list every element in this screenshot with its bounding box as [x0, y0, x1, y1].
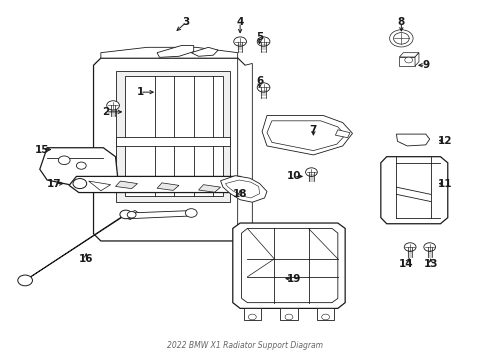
Text: 17: 17: [47, 179, 62, 189]
Circle shape: [127, 212, 136, 218]
Text: 13: 13: [423, 259, 438, 269]
Polygon shape: [94, 58, 245, 241]
Circle shape: [424, 243, 436, 251]
Circle shape: [73, 179, 87, 189]
Polygon shape: [242, 228, 338, 303]
Circle shape: [257, 83, 270, 92]
Polygon shape: [116, 71, 230, 202]
Text: 9: 9: [422, 60, 429, 70]
Polygon shape: [198, 185, 220, 192]
Text: 7: 7: [310, 125, 317, 135]
Text: 18: 18: [233, 189, 247, 199]
Polygon shape: [22, 213, 129, 282]
Polygon shape: [129, 211, 194, 219]
Circle shape: [234, 37, 246, 46]
Polygon shape: [69, 176, 250, 193]
Polygon shape: [238, 58, 252, 241]
Text: 19: 19: [287, 274, 301, 284]
Polygon shape: [101, 47, 238, 58]
Circle shape: [322, 314, 330, 320]
Text: 2022 BMW X1 Radiator Support Diagram: 2022 BMW X1 Radiator Support Diagram: [167, 341, 323, 350]
Circle shape: [393, 33, 409, 44]
Circle shape: [185, 209, 197, 217]
Polygon shape: [335, 130, 350, 138]
Polygon shape: [220, 176, 267, 202]
Polygon shape: [415, 53, 419, 66]
Circle shape: [257, 37, 270, 46]
Polygon shape: [399, 57, 415, 66]
Circle shape: [120, 210, 132, 219]
Polygon shape: [89, 181, 111, 191]
Polygon shape: [244, 309, 261, 320]
Text: 16: 16: [79, 254, 94, 264]
Polygon shape: [157, 45, 194, 57]
Polygon shape: [267, 121, 345, 150]
Polygon shape: [122, 211, 140, 220]
Polygon shape: [233, 223, 345, 309]
Text: 10: 10: [287, 171, 301, 181]
Circle shape: [285, 314, 293, 320]
Circle shape: [76, 162, 86, 169]
Polygon shape: [225, 180, 260, 198]
Polygon shape: [125, 76, 223, 196]
Text: 1: 1: [136, 87, 144, 97]
Polygon shape: [381, 157, 448, 224]
Polygon shape: [317, 309, 334, 320]
Text: 5: 5: [256, 32, 263, 41]
Polygon shape: [116, 137, 230, 146]
Text: 11: 11: [438, 179, 453, 189]
Polygon shape: [157, 183, 179, 190]
Text: 12: 12: [438, 136, 453, 145]
Text: 4: 4: [237, 17, 244, 27]
Polygon shape: [116, 181, 138, 189]
Circle shape: [58, 156, 70, 165]
Circle shape: [248, 314, 256, 320]
Text: 6: 6: [256, 76, 263, 86]
Polygon shape: [396, 134, 430, 146]
Circle shape: [18, 275, 32, 286]
Text: 3: 3: [183, 17, 190, 27]
Polygon shape: [94, 58, 245, 241]
Circle shape: [404, 243, 416, 251]
Circle shape: [405, 57, 413, 63]
Text: 8: 8: [398, 17, 405, 27]
Polygon shape: [40, 148, 118, 191]
Text: 2: 2: [102, 107, 109, 117]
Circle shape: [306, 168, 318, 176]
Circle shape: [390, 30, 413, 47]
Circle shape: [107, 101, 120, 110]
Text: 15: 15: [35, 144, 49, 154]
Text: 14: 14: [399, 259, 414, 269]
Polygon shape: [280, 309, 298, 320]
Polygon shape: [399, 53, 419, 57]
Polygon shape: [191, 47, 218, 56]
Polygon shape: [262, 116, 352, 155]
